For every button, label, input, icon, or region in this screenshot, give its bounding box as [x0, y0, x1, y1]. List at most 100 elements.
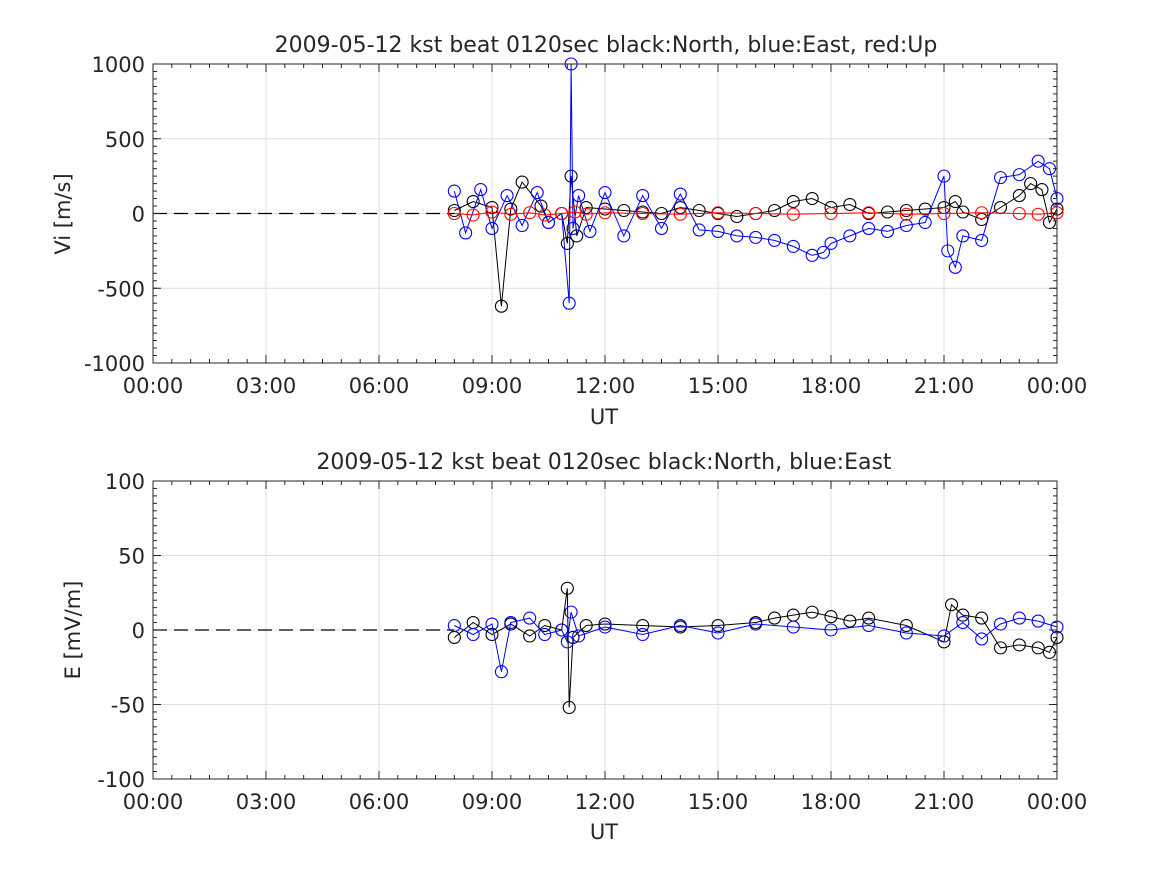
- y-tick-label: -50: [111, 694, 145, 718]
- data-point-east: [1031, 614, 1045, 628]
- data-point-east: [636, 189, 650, 203]
- data-point-up: [937, 206, 951, 221]
- data-point-east: [711, 626, 725, 640]
- data-point-north: [560, 236, 574, 250]
- data-point-east: [474, 183, 488, 197]
- data-point-east: [749, 230, 763, 244]
- data-point-up: [749, 206, 763, 221]
- data-point-east: [824, 623, 838, 637]
- data-point-east: [504, 615, 518, 630]
- data-point-east: [692, 223, 706, 237]
- x-tick-label: 18:00: [801, 374, 862, 398]
- x-tick-label: 09:00: [462, 374, 523, 398]
- x-tick-label: 12:00: [575, 374, 636, 398]
- data-point-north: [862, 611, 876, 625]
- data-point-east: [786, 239, 800, 253]
- data-point-east: [993, 617, 1008, 631]
- data-point-north: [805, 605, 819, 619]
- data-point-east: [485, 221, 499, 235]
- data-point-up: [579, 207, 593, 221]
- series-line-east: [453, 63, 1058, 304]
- data-point-east: [862, 618, 876, 633]
- data-point-up: [899, 207, 913, 221]
- data-point-east: [572, 629, 586, 643]
- y-tick-label: 50: [118, 545, 145, 569]
- data-point-east: [975, 233, 989, 247]
- data-point-north: [562, 700, 576, 715]
- x-tick-label: 00:00: [123, 790, 184, 814]
- x-tick-label: 00:00: [1027, 374, 1088, 398]
- x-tick-label: 06:00: [349, 790, 410, 814]
- velocity-y-axis-label: Vi [m/s]: [51, 173, 75, 254]
- y-tick-label: 0: [132, 619, 145, 643]
- data-point-east: [500, 189, 514, 203]
- data-point-up: [523, 206, 537, 220]
- data-point-east: [530, 186, 544, 200]
- data-point-north: [673, 200, 687, 215]
- data-point-north: [899, 618, 913, 633]
- data-point-east: [899, 626, 913, 640]
- data-point-up: [1031, 207, 1045, 221]
- data-point-north: [617, 203, 631, 218]
- data-point-north: [447, 203, 461, 218]
- data-point-north: [767, 203, 782, 218]
- data-point-east: [447, 184, 461, 198]
- data-point-east: [560, 635, 574, 649]
- data-point-east: [730, 229, 744, 243]
- data-point-east: [541, 215, 556, 230]
- x-tick-label: 15:00: [688, 374, 749, 398]
- data-point-east: [937, 629, 951, 643]
- data-point-north: [598, 617, 612, 631]
- data-point-north: [899, 203, 913, 218]
- data-point-north: [880, 205, 895, 219]
- data-point-north: [993, 641, 1008, 655]
- data-point-north: [767, 611, 782, 625]
- data-point-up: [555, 206, 569, 221]
- data-point-north: [1012, 189, 1026, 203]
- x-tick-label: 03:00: [236, 790, 297, 814]
- data-point-east: [975, 632, 989, 646]
- data-point-north: [485, 627, 499, 642]
- data-point-north: [730, 209, 744, 224]
- data-point-north: [956, 205, 970, 219]
- data-point-east: [843, 229, 857, 243]
- data-point-east: [598, 620, 612, 634]
- data-point-east: [598, 186, 612, 200]
- data-point-east: [636, 627, 650, 642]
- data-point-east: [466, 627, 480, 642]
- velocity-panel-title: 2009-05-12 kst beat 0120sec black:North,…: [275, 33, 938, 58]
- data-point-east: [937, 169, 951, 183]
- x-tick-label: 03:00: [236, 374, 297, 398]
- data-point-up: [447, 206, 461, 221]
- data-point-up: [1012, 206, 1026, 221]
- x-tick-label: 00:00: [123, 374, 184, 398]
- data-point-north: [824, 610, 838, 624]
- y-tick-label: -100: [97, 768, 145, 792]
- data-point-east: [673, 187, 687, 201]
- x-tick-label: 00:00: [1027, 790, 1088, 814]
- data-point-east: [538, 627, 552, 642]
- data-point-east: [786, 620, 800, 634]
- data-point-east: [816, 245, 831, 259]
- data-point-east: [673, 618, 687, 633]
- data-point-north: [560, 581, 574, 595]
- electric-field-panel: 2009-05-12 kst beat 0120sec black:North,…: [61, 450, 1087, 844]
- data-point-east: [523, 611, 537, 625]
- data-point-north: [1031, 641, 1045, 655]
- velocity-panel: 2009-05-12 kst beat 0120sec black:North,…: [51, 33, 1087, 429]
- data-point-east: [918, 215, 932, 230]
- data-point-east: [485, 617, 499, 631]
- data-point-east: [899, 218, 913, 233]
- data-point-east: [993, 171, 1008, 185]
- data-point-north: [523, 629, 537, 643]
- data-point-north: [494, 299, 508, 313]
- data-point-north: [579, 618, 593, 633]
- data-point-east: [566, 221, 580, 235]
- data-point-north: [515, 175, 529, 189]
- y-tick-label: 0: [132, 203, 145, 227]
- y-tick-label: 100: [105, 470, 145, 494]
- data-point-north: [579, 200, 593, 215]
- data-point-east: [880, 224, 895, 238]
- velocity-x-axis-label: UT: [590, 405, 618, 429]
